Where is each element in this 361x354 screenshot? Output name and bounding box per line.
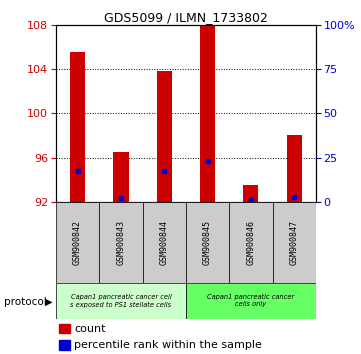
Text: GSM900842: GSM900842 xyxy=(73,220,82,265)
Text: Capan1 pancreatic cancer
cells only: Capan1 pancreatic cancer cells only xyxy=(207,294,295,308)
Bar xyxy=(70,52,85,202)
Bar xyxy=(58,340,70,350)
Bar xyxy=(56,283,186,319)
Text: ▶: ▶ xyxy=(45,297,53,307)
Text: GSM900846: GSM900846 xyxy=(247,220,255,265)
Text: Capan1 pancreatic cancer cell
s exposed to PS1 stellate cells: Capan1 pancreatic cancer cell s exposed … xyxy=(70,294,171,308)
Text: percentile rank within the sample: percentile rank within the sample xyxy=(74,340,262,350)
Bar xyxy=(157,71,172,202)
Bar xyxy=(287,135,302,202)
Bar xyxy=(99,202,143,283)
Text: GSM900843: GSM900843 xyxy=(117,220,125,265)
Text: count: count xyxy=(74,324,106,333)
Bar xyxy=(186,202,229,283)
Bar xyxy=(186,283,316,319)
Text: GSM900847: GSM900847 xyxy=(290,220,299,265)
Bar xyxy=(56,202,99,283)
Text: protocol: protocol xyxy=(4,297,46,307)
Text: GSM900844: GSM900844 xyxy=(160,220,169,265)
Text: GSM900845: GSM900845 xyxy=(203,220,212,265)
Title: GDS5099 / ILMN_1733802: GDS5099 / ILMN_1733802 xyxy=(104,11,268,24)
Bar xyxy=(200,25,215,202)
Bar xyxy=(143,202,186,283)
Bar xyxy=(113,152,129,202)
Bar xyxy=(229,202,273,283)
Bar xyxy=(243,185,258,202)
Bar xyxy=(273,202,316,283)
Bar xyxy=(58,324,70,333)
